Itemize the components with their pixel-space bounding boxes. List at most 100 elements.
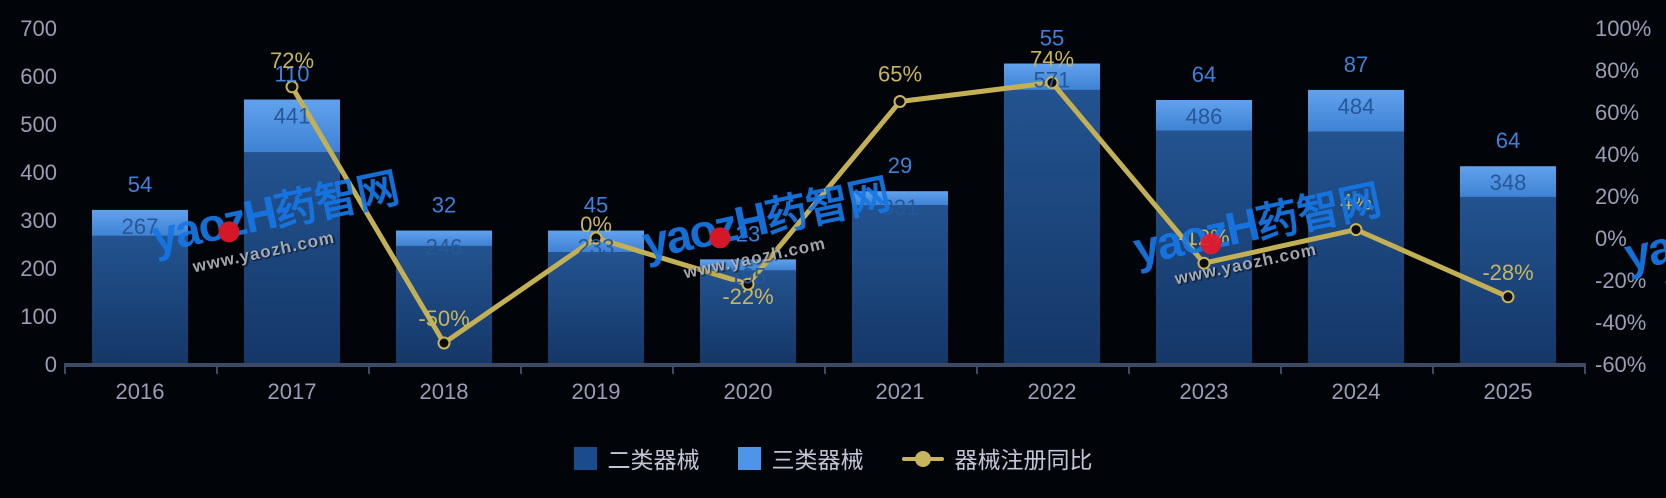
yoy-label: 74% [1030,47,1074,72]
left-axis-tick-label: 400 [20,160,57,185]
value-label-class2: 486 [1186,104,1223,129]
left-axis-tick-label: 100 [20,304,57,329]
right-axis-tick-label: -60% [1595,352,1646,377]
value-label-class3: 45 [584,193,608,218]
right-axis-tick-label: -20% [1595,268,1646,293]
value-label-class3: 23 [736,221,760,246]
class2-devices-swatch-icon [573,446,597,470]
value-label-class2: 571 [1034,68,1071,93]
x-axis-year-label: 2020 [724,379,773,404]
value-label-class2: 331 [882,195,919,220]
right-axis-tick-label: 20% [1595,184,1639,209]
x-axis-year-label: 2019 [572,379,621,404]
chart-legend: 二类器械 三类器械 器械注册同比 [0,438,1666,478]
left-axis-tick-label: 0 [45,352,57,377]
right-axis-tick-label: -40% [1595,310,1646,335]
line-point-2019[interactable] [589,231,603,245]
right-axis-tick-label: 60% [1595,100,1639,125]
bar-2024-class2[interactable] [1308,131,1404,364]
value-label-class3: 29 [888,153,912,178]
bar-2022-class2[interactable] [1004,89,1100,365]
x-axis-tick [1128,367,1130,374]
line-point-2023[interactable] [1197,256,1211,270]
x-axis-tick [368,367,370,374]
x-axis-tick [64,367,66,374]
yoy-label: -22% [722,284,773,309]
left-axis-tick-label: 700 [20,16,57,41]
class3-devices-swatch-icon [737,446,761,470]
right-axis-tick-label: 100% [1595,16,1651,41]
x-axis-year-label: 2021 [876,379,925,404]
bar-2018-class3[interactable] [396,230,492,246]
value-label-class2: 441 [274,104,311,129]
bar-2020-class3[interactable] [700,259,796,271]
right-axis-tick-label: 80% [1595,58,1639,83]
yoy-label: 65% [878,62,922,87]
legend-label: 二类器械 [607,447,700,473]
x-axis-tick [824,367,826,374]
value-label-class2: 484 [1338,94,1375,119]
legend-item-class3-devices[interactable]: 三类器械 [737,441,864,475]
x-axis-year-label: 2016 [116,379,165,404]
line-point-2018[interactable] [437,336,451,350]
value-label-class2: 195 [730,263,767,288]
yoy-label: -50% [418,306,469,331]
right-axis-tick-label: 40% [1595,142,1639,167]
x-axis-year-label: 2022 [1028,379,1077,404]
bar-2021-class2[interactable] [852,205,948,364]
line-point-2020[interactable] [741,277,755,291]
x-axis-year-label: 2017 [268,379,317,404]
bar-2024-class3[interactable] [1308,89,1404,132]
value-label-class3: 55 [1040,26,1064,51]
left-axis-tick-label: 500 [20,112,57,137]
bar-2021-class3[interactable] [852,191,948,206]
value-label-class2: 233 [578,235,615,260]
legend-label: 三类器械 [771,447,864,473]
left-axis-tick-label: 300 [20,208,57,233]
left-axis-tick-label: 200 [20,256,57,281]
legend-item-class2-devices[interactable]: 二类器械 [573,441,700,475]
x-axis-year-label: 2025 [1484,379,1533,404]
value-label-class2: 246 [426,235,463,260]
x-axis-year-label: 2018 [420,379,469,404]
line-point-2025[interactable] [1501,290,1515,304]
value-label-class3: 32 [432,193,456,218]
value-label-class3: 54 [128,172,152,197]
bar-2016-class3[interactable] [92,209,188,236]
line-point-2022[interactable] [1045,76,1059,90]
value-label-class2: 267 [122,214,159,239]
x-axis-tick [672,367,674,374]
x-axis-year-label: 2023 [1180,379,1229,404]
bar-2025-class3[interactable] [1460,166,1556,197]
x-axis-tick [1584,367,1586,374]
x-axis-year-label: 2024 [1332,379,1381,404]
bar-2016-class2[interactable] [92,235,188,364]
yoy-label: 72% [270,48,314,73]
line-point-2021[interactable] [893,95,907,108]
line-point-2024[interactable] [1349,223,1363,237]
yoy-label: -28% [1482,260,1533,285]
yoy-label: -12% [1178,225,1229,250]
right-axis-tick-label: 0% [1595,226,1627,251]
value-label-class3: 110 [274,62,309,87]
bar-2023-class3[interactable] [1156,100,1252,131]
yoy-label: 0% [580,212,612,237]
left-axis-tick-label: 600 [20,64,57,89]
value-label-class3: 64 [1192,62,1216,87]
x-axis-tick [976,367,978,374]
x-axis-tick [216,367,218,374]
x-axis-line [64,363,1586,367]
x-axis-tick [1432,367,1434,374]
legend-label: 器械注册同比 [954,447,1093,473]
x-axis-tick [1280,367,1282,374]
line-point-2017[interactable] [285,80,299,94]
value-label-class3: 64 [1496,128,1520,153]
bar-2019-class2[interactable] [548,252,644,364]
legend-item-registration-yoy[interactable]: 器械注册同比 [901,441,1093,475]
value-label-class2: 348 [1490,170,1527,195]
x-axis-tick [520,367,522,374]
bar-2017-class2[interactable] [244,152,340,364]
yoy-label: 4% [1340,190,1372,215]
value-label-class3: 87 [1344,52,1368,77]
